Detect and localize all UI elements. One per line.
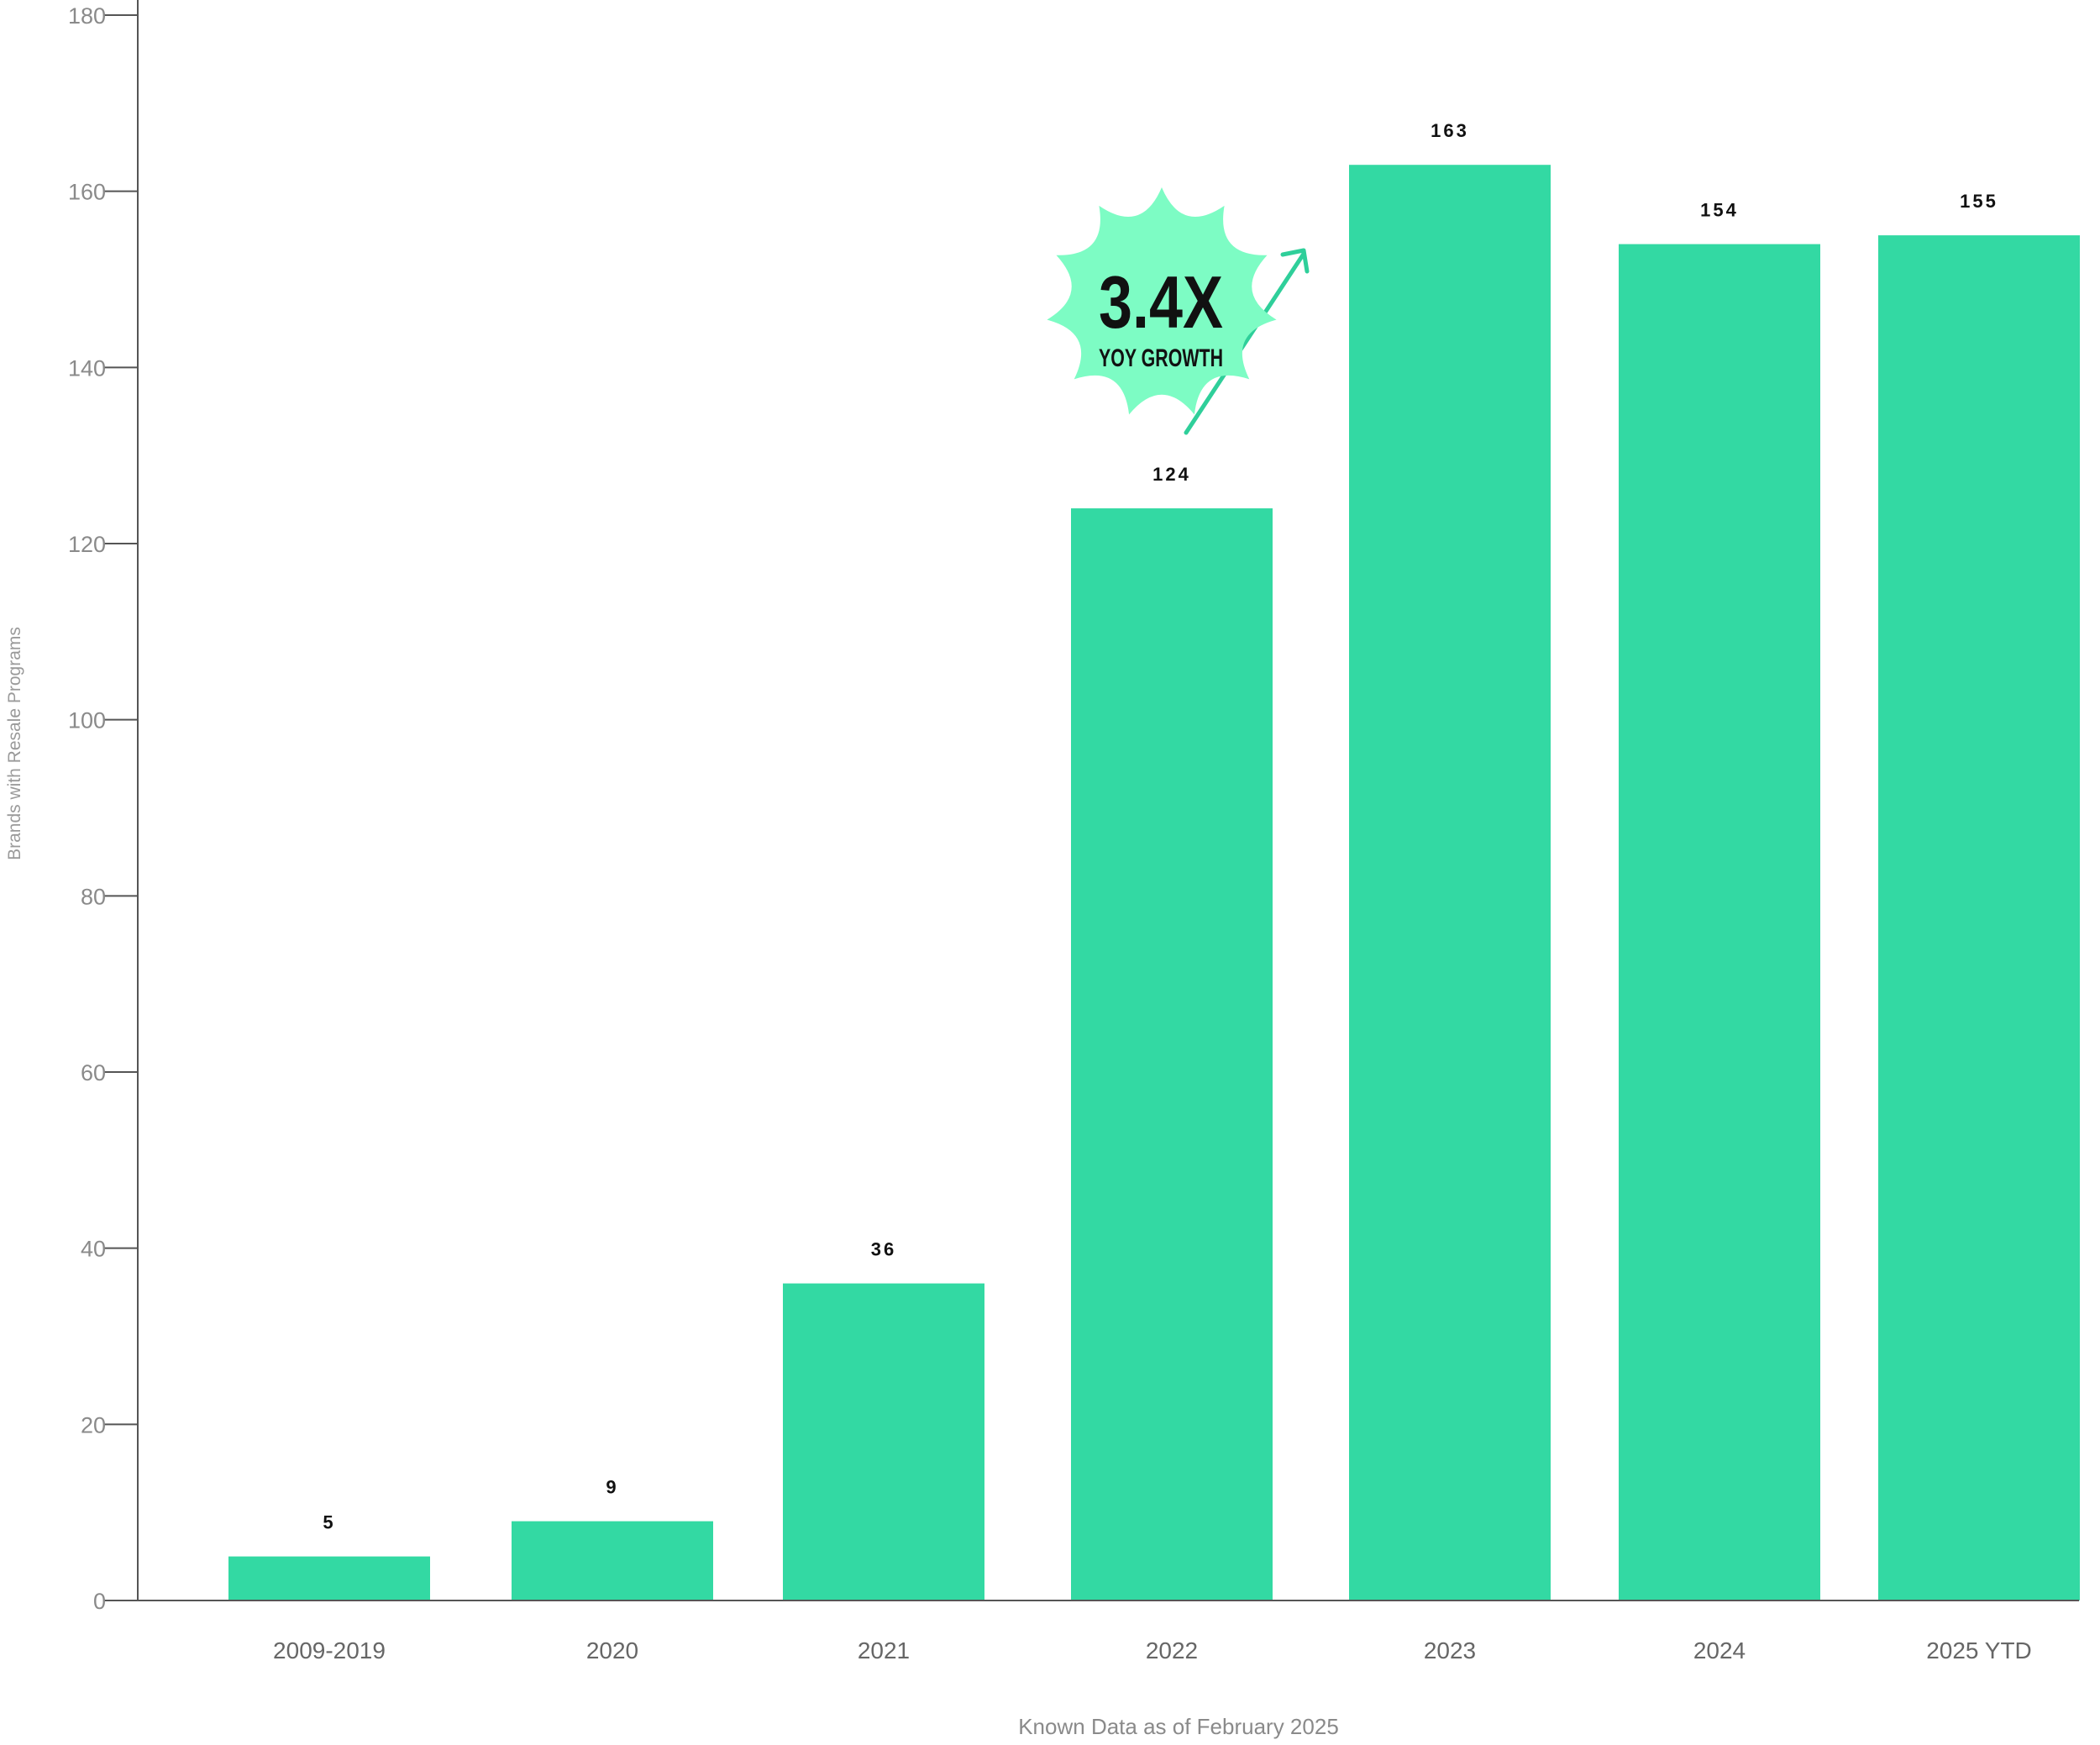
bars [228,165,2080,1601]
x-tick-label: 2022 [1146,1637,1198,1664]
bar-value-label: 5 [323,1512,335,1533]
bar-value-label: 124 [1152,464,1191,485]
y-axis: 0 20 40 60 80 100 120 140 160 180 [68,0,139,1614]
x-tick-label: 2025 YTD [1926,1637,2032,1664]
y-tick-label: 100 [68,708,106,733]
y-axis-title: Brands with Resale Programs [5,627,24,860]
x-axis-title: Known Data as of February 2025 [1018,1714,1339,1739]
bar-value-label: 155 [1960,191,1998,212]
y-tick-label: 160 [68,180,106,205]
starburst-badge [1047,187,1277,415]
x-tick-label: 2024 [1693,1637,1746,1664]
growth-arrow [1184,251,1306,435]
bar [512,1521,713,1600]
bar-value-label: 9 [606,1477,618,1498]
y-tick-label: 0 [93,1589,106,1614]
y-tick-label: 20 [81,1412,106,1438]
y-tick-label: 140 [68,355,106,381]
value-labels: 5 9 36 124 163 154 155 [323,120,1998,1533]
bar [1619,244,1820,1601]
bar [1071,508,1273,1600]
bar [228,1556,430,1600]
growth-caption: YOY GROWTH [1099,344,1223,372]
y-tick-label: 180 [68,3,106,29]
bar [783,1283,984,1600]
bar-value-label: 154 [1700,200,1739,221]
y-tick-label: 60 [81,1060,106,1085]
x-tick-label: 2009-2019 [273,1637,386,1664]
bar [1878,235,2080,1600]
x-axis: 2009-2019 2020 2021 2022 2023 2024 2025 YTD [138,1600,2079,1664]
growth-arrowhead [1280,248,1310,274]
y-tick-label: 40 [81,1237,106,1262]
x-tick-label: 2021 [858,1637,910,1664]
growth-multiplier: 3.4X [1099,260,1223,344]
bar-value-label: 36 [871,1239,896,1260]
x-tick-label: 2020 [586,1637,638,1664]
bar-value-label: 163 [1431,120,1469,141]
bar [1349,165,1551,1600]
x-tick-label: 2023 [1424,1637,1476,1664]
y-tick-label: 120 [68,532,106,557]
y-tick-label: 80 [81,884,106,909]
growth-annotation: 3.4X YOY GROWTH [1047,187,1310,435]
